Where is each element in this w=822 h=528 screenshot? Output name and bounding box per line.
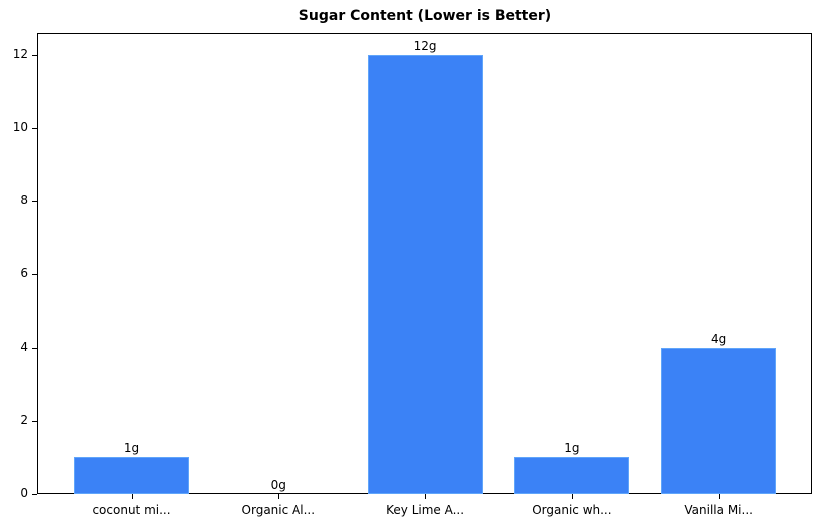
- x-tick: [425, 494, 427, 499]
- y-tick-label: 8: [20, 193, 28, 208]
- y-tick-label: 0: [20, 486, 28, 500]
- x-tick: [571, 494, 573, 499]
- y-tick-label: 10: [12, 120, 28, 134]
- bar-value-label: 1g: [123, 441, 140, 456]
- y-tick-label: 6: [20, 266, 28, 281]
- bar-value-label: 0g: [270, 478, 286, 492]
- y-tick-label: 4: [20, 339, 28, 354]
- bar: [661, 347, 777, 494]
- bar-value-label: 4g: [711, 331, 727, 346]
- y-tick-label: 2: [20, 412, 28, 427]
- y-tick: [32, 494, 37, 495]
- bar-value-label: 12g: [413, 38, 437, 53]
- y-tick: [32, 420, 37, 422]
- chart-title: Sugar Content (Lower is Better): [298, 8, 552, 24]
- x-tick: [131, 494, 133, 499]
- bar: [74, 457, 189, 494]
- y-tick-label: 12: [12, 46, 28, 61]
- x-tick-label: Vanilla Mi...: [684, 503, 753, 517]
- x-tick-label: Organic Al...: [241, 503, 316, 517]
- y-tick: [32, 128, 37, 129]
- bar: [367, 54, 483, 494]
- x-tick: [718, 494, 720, 499]
- y-tick: [32, 201, 37, 203]
- x-tick-label: Key Lime A...: [386, 503, 465, 517]
- bar: [514, 457, 630, 494]
- y-tick: [32, 274, 37, 276]
- x-tick-label: coconut mi...: [92, 503, 171, 517]
- bar-value-label: 1g: [564, 441, 580, 456]
- x-tick: [278, 494, 280, 499]
- y-tick: [32, 54, 37, 56]
- x-tick-label: Organic wh...: [532, 503, 612, 517]
- y-tick: [32, 347, 37, 349]
